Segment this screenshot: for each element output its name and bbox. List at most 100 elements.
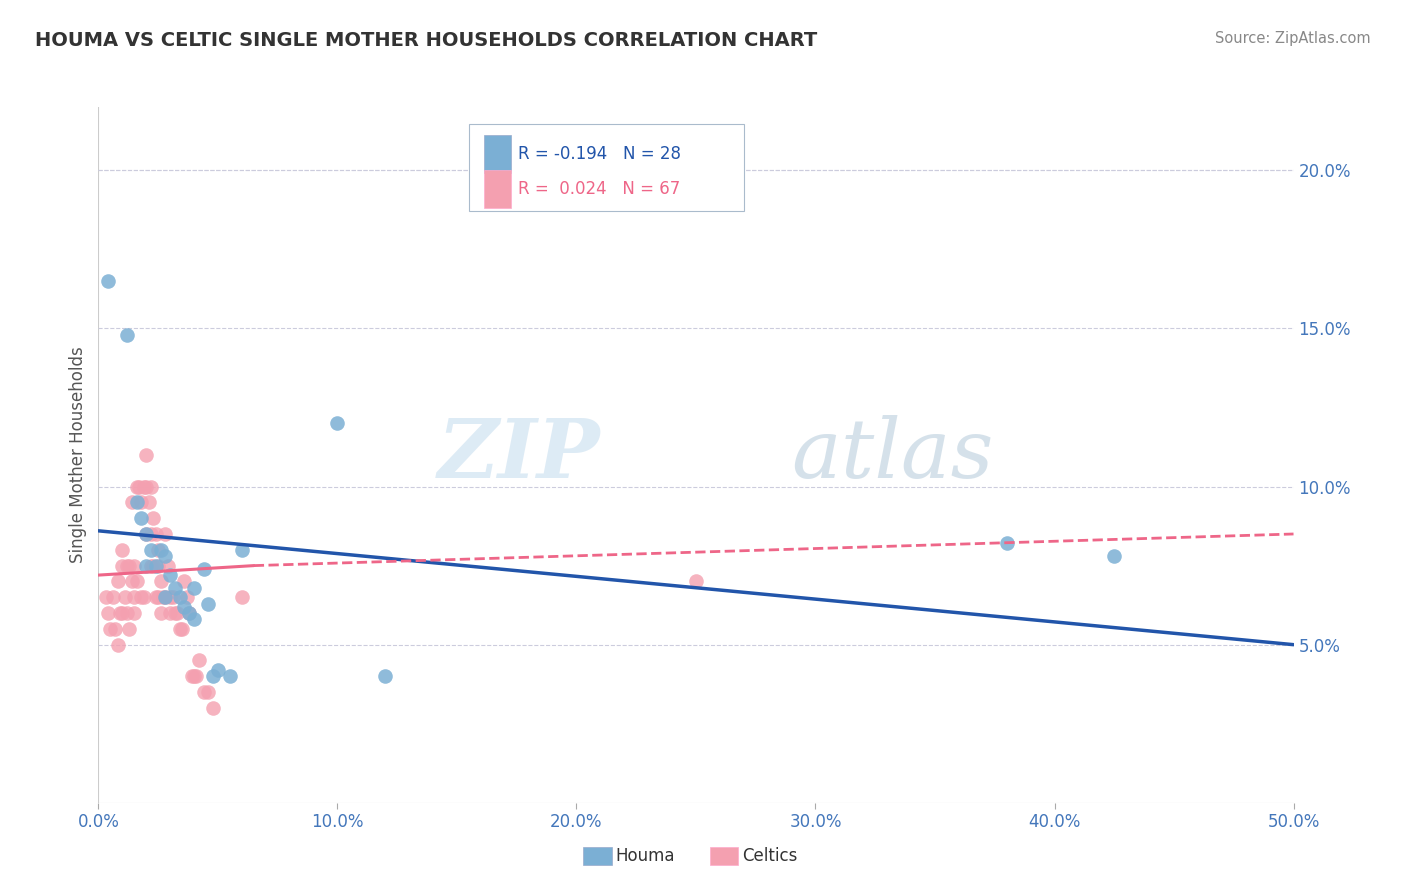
Point — [115, 327, 138, 342]
Point — [135, 527, 157, 541]
Point — [180, 669, 202, 683]
Point — [162, 591, 184, 605]
Point — [149, 574, 172, 589]
Point — [155, 549, 177, 563]
Point — [176, 591, 198, 605]
FancyBboxPatch shape — [485, 136, 510, 173]
Point — [132, 591, 155, 605]
Text: Celtics: Celtics — [742, 847, 797, 865]
Point — [172, 622, 194, 636]
Point — [104, 622, 127, 636]
Point — [114, 591, 136, 605]
Point — [132, 479, 155, 493]
Point — [111, 558, 134, 573]
Point — [219, 669, 242, 683]
Point — [152, 591, 174, 605]
Point — [97, 606, 120, 620]
Point — [169, 622, 191, 636]
Point — [159, 591, 181, 605]
Point — [125, 495, 148, 509]
Text: HOUMA VS CELTIC SINGLE MOTHER HOUSEHOLDS CORRELATION CHART: HOUMA VS CELTIC SINGLE MOTHER HOUSEHOLDS… — [35, 31, 817, 50]
Point — [125, 574, 148, 589]
Text: Houma: Houma — [616, 847, 675, 865]
Point — [149, 542, 172, 557]
Point — [183, 669, 205, 683]
Point — [148, 591, 170, 605]
Point — [207, 663, 229, 677]
Point — [179, 606, 201, 620]
Point — [166, 606, 188, 620]
Point — [173, 574, 195, 589]
Point — [159, 568, 181, 582]
Point — [115, 558, 138, 573]
Point — [131, 591, 153, 605]
Y-axis label: Single Mother Households: Single Mother Households — [69, 347, 87, 563]
Point — [115, 606, 138, 620]
Point — [163, 581, 186, 595]
Point — [326, 417, 349, 431]
Point — [135, 479, 157, 493]
Point — [148, 542, 170, 557]
Point — [124, 558, 146, 573]
Point — [138, 495, 160, 509]
Point — [118, 622, 141, 636]
Text: atlas: atlas — [792, 415, 994, 495]
Point — [125, 479, 148, 493]
Point — [139, 527, 162, 541]
Point — [156, 558, 179, 573]
Point — [374, 669, 396, 683]
Text: Source: ZipAtlas.com: Source: ZipAtlas.com — [1215, 31, 1371, 46]
Point — [155, 591, 177, 605]
Point — [142, 558, 165, 573]
Text: R =  0.024   N = 67: R = 0.024 N = 67 — [517, 180, 681, 198]
Point — [107, 574, 129, 589]
Point — [101, 591, 124, 605]
Point — [108, 606, 131, 620]
Point — [135, 448, 157, 462]
Point — [128, 479, 150, 493]
Point — [142, 511, 165, 525]
Point — [131, 511, 153, 525]
Point — [121, 495, 143, 509]
Text: ZIP: ZIP — [437, 415, 600, 495]
Point — [159, 606, 181, 620]
Point — [173, 599, 195, 614]
Point — [231, 591, 253, 605]
Point — [111, 606, 134, 620]
Point — [124, 591, 146, 605]
Point — [187, 653, 209, 667]
Point — [145, 558, 167, 573]
Point — [155, 527, 177, 541]
Point — [145, 527, 167, 541]
Point — [118, 558, 141, 573]
Point — [183, 612, 205, 626]
Point — [197, 597, 219, 611]
Point — [186, 669, 208, 683]
Point — [149, 606, 172, 620]
Point — [155, 591, 177, 605]
Point — [148, 558, 170, 573]
Point — [685, 574, 707, 589]
Point — [97, 274, 120, 288]
Point — [139, 542, 162, 557]
Point — [1102, 549, 1125, 563]
Text: R = -0.194   N = 28: R = -0.194 N = 28 — [517, 145, 681, 163]
Point — [163, 606, 186, 620]
Point — [183, 581, 205, 595]
Point — [139, 558, 162, 573]
Point — [193, 562, 215, 576]
Point — [111, 542, 134, 557]
Point — [193, 685, 215, 699]
Point — [98, 622, 122, 636]
Point — [197, 685, 219, 699]
Point — [231, 542, 253, 557]
Point — [145, 591, 167, 605]
Point — [202, 669, 225, 683]
Point — [139, 479, 162, 493]
FancyBboxPatch shape — [470, 124, 744, 211]
Point — [124, 606, 146, 620]
Point — [169, 591, 191, 605]
Point — [135, 527, 157, 541]
Point — [135, 558, 157, 573]
Point — [202, 701, 225, 715]
